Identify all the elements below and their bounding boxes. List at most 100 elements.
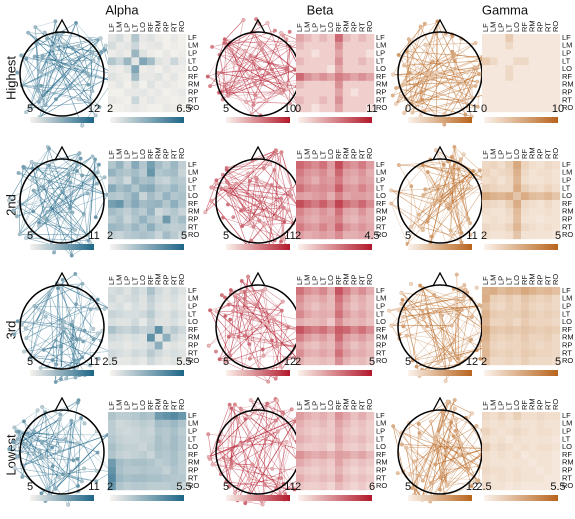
matrix-cell [170,357,179,366]
matrix-cell [335,482,343,491]
matrix-cell [350,443,359,452]
electrode [57,417,62,422]
connection [239,444,253,465]
connection [426,308,459,359]
connection [255,399,277,412]
matrix-cell [544,96,553,105]
matrix-cell [497,207,506,216]
connection [45,412,112,473]
electrode [22,349,27,354]
matrix-cell [366,200,375,208]
electrode [438,475,443,480]
electrode [459,230,464,235]
region-label: RP [535,275,544,285]
matrix-cell [131,443,140,452]
matrix-cell [350,80,359,89]
matrix-cell [497,49,506,58]
connection [403,21,438,66]
connection [75,283,83,305]
matrix-cell [489,41,498,50]
matrix-cell [521,104,529,113]
matrix-cell [335,176,343,185]
connection [29,55,43,108]
region-label: LT [130,401,139,410]
electrode [449,420,454,425]
connection [221,188,284,209]
electrode [412,459,417,464]
connection [19,233,88,236]
matrix-cell [131,451,140,459]
connection [404,21,438,113]
matrix-cell [350,161,359,169]
region-label: LO [562,191,572,200]
electrode [408,281,413,286]
colorbar-label: 10 [552,103,564,115]
matrix-cell [108,184,116,193]
matrix-cell [497,474,506,483]
electrode [232,402,237,407]
region-label: LO [326,275,335,285]
connection [251,89,284,115]
connection [436,433,441,478]
matrix-cell [521,287,529,295]
matrix-cell [327,419,336,428]
connection [406,335,413,361]
electrode [222,37,227,42]
matrix-cell [170,466,179,475]
matrix-cell [358,349,367,358]
electrode [418,24,423,29]
matrix-cell [528,223,537,232]
connection [224,297,286,359]
electrode [38,365,43,370]
matrix-cell [536,310,545,319]
matrix-cell [521,326,529,334]
electrode [79,479,84,484]
connection [403,81,478,86]
matrix-cell [123,231,132,240]
electrode [86,73,91,78]
electrode [425,170,430,175]
matrix-cell [154,168,163,177]
matrix-cell [552,215,561,224]
matrix-cell [139,310,148,319]
connection [403,61,434,85]
electrode [260,502,265,507]
colorbar-label: 2 [107,230,113,242]
matrix-cell [342,357,351,366]
matrix-cell [342,49,351,58]
matrix-cell [123,73,132,81]
electrode [469,411,474,416]
matrix-cell [303,287,312,295]
connection [430,76,463,82]
connection [275,150,277,218]
matrix-cell [489,168,498,177]
connection [244,301,283,336]
connection [52,438,66,448]
matrix-cell [170,184,179,193]
matrix-cell [536,482,545,491]
matrix-cell [162,451,171,459]
matrix-cell [303,168,312,177]
matrix-cell [296,451,304,459]
electrode [7,447,12,452]
matrix-cell [505,294,514,303]
region-label: LF [562,411,571,420]
region-label: RO [188,103,199,112]
matrix-cell [178,34,187,42]
electrode [462,283,467,288]
connection [63,74,91,102]
electrode [400,297,405,302]
matrix-cell [319,161,328,169]
connection [406,34,453,52]
matrix-cell [311,168,320,177]
electrode [238,208,243,213]
matrix-cell [131,287,140,295]
matrix-cell [115,451,124,459]
electrode [246,438,251,443]
connection [444,38,462,115]
connection [442,466,480,471]
region-label: LP [376,48,385,57]
matrix-cell [170,161,179,169]
matrix-cell [335,333,343,342]
matrix-cell [366,333,375,342]
